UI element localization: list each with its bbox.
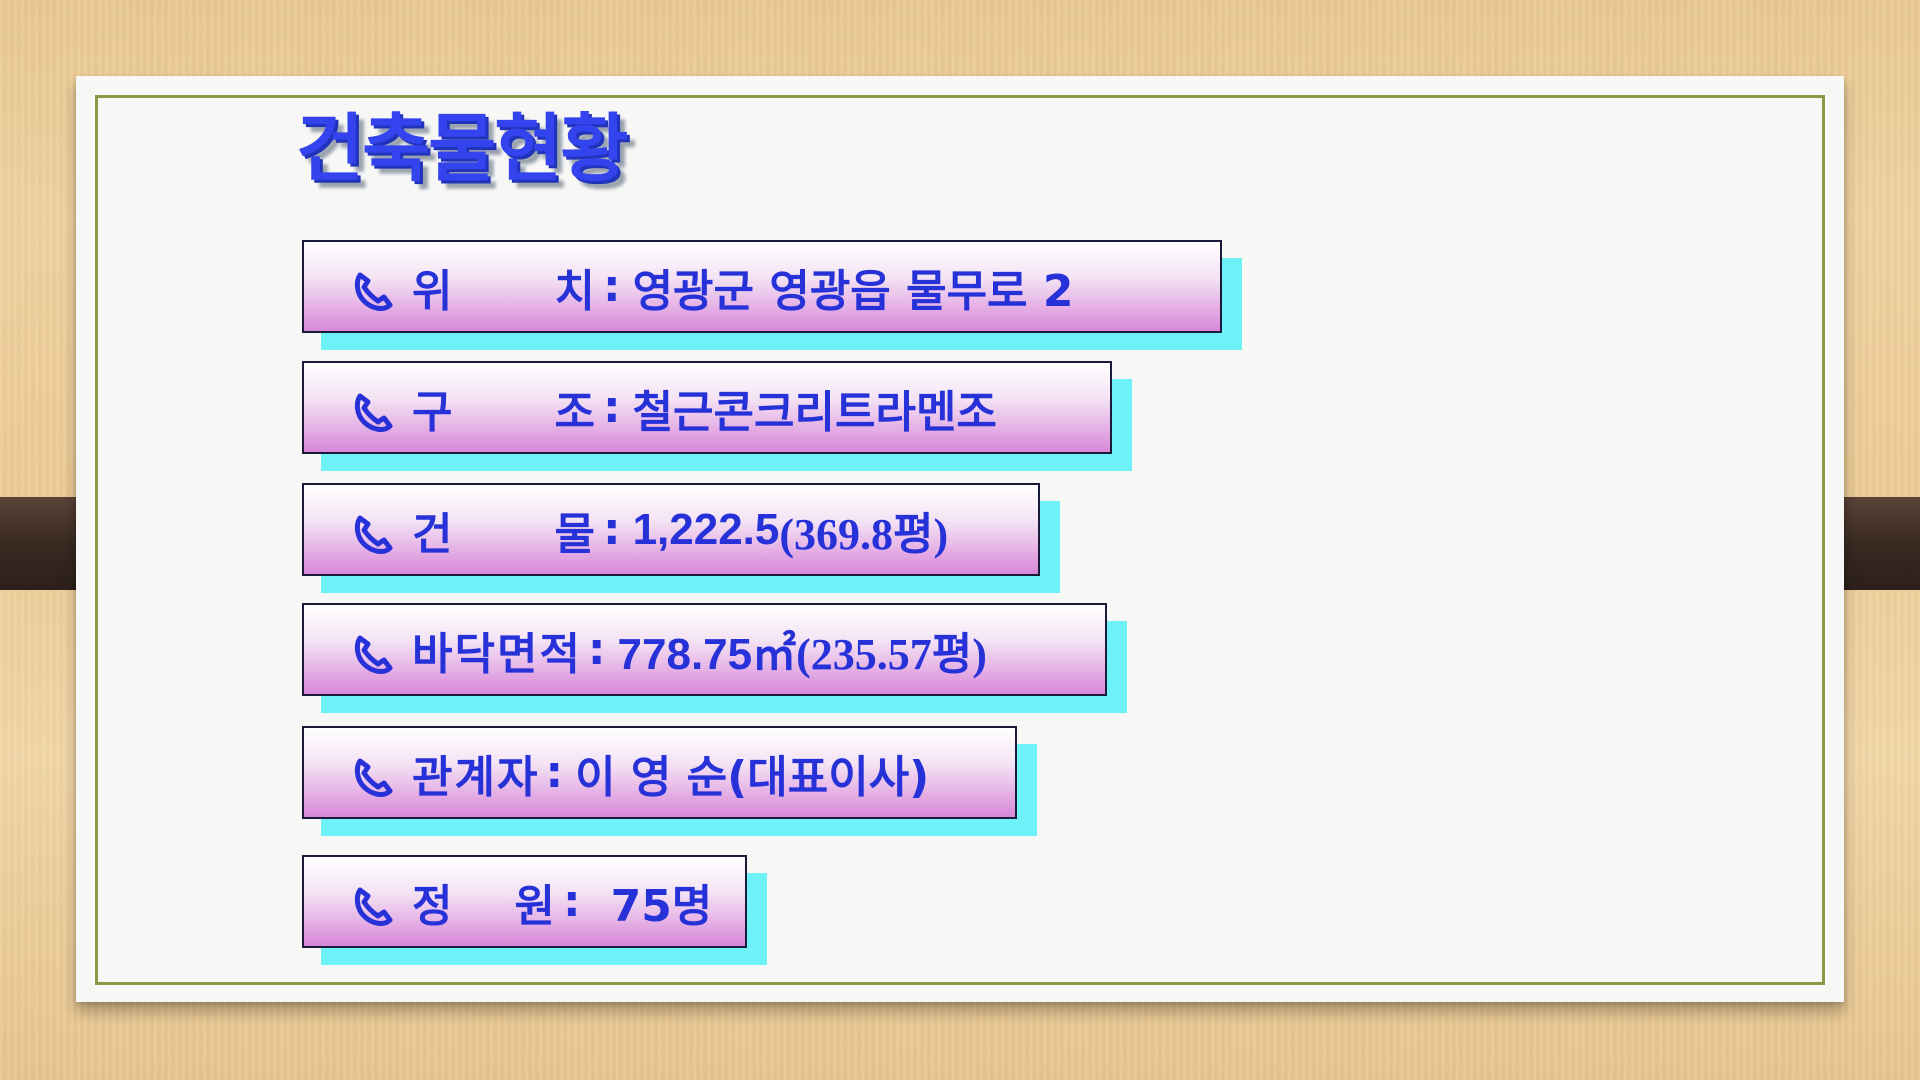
row-label-second: 원 xyxy=(514,880,557,932)
row-box xyxy=(302,855,747,948)
row-label-second: 조 xyxy=(554,386,597,438)
row-label-first: 구 xyxy=(412,386,455,438)
phone-icon xyxy=(354,515,393,554)
row-value-paren: (369.8평) xyxy=(779,509,949,559)
phone-icon xyxy=(354,758,393,797)
phone-icon xyxy=(354,272,393,311)
row-label-first: 위 xyxy=(412,265,455,317)
row-content: 구 조 : 철근콘크리트라멘조 xyxy=(350,361,997,454)
row-box xyxy=(302,240,1222,333)
row-content: 위 치 : 영광군 영광읍 물무로 2 xyxy=(350,240,1073,333)
phone-icon xyxy=(354,635,393,674)
row-content: 관계자 : 이 영 순(대표이사) xyxy=(350,726,929,819)
slide-title: 건축물현황 xyxy=(296,106,628,192)
row-value-main: 1,222.5 xyxy=(632,504,780,554)
row-separator: : xyxy=(602,382,621,433)
info-row-location: 위 치 : 영광군 영광읍 물무로 2 xyxy=(302,240,1242,350)
row-label: 관계자 xyxy=(412,751,540,803)
phone-icon xyxy=(354,887,393,926)
inner-frame xyxy=(95,95,1825,985)
row-separator: : xyxy=(545,747,564,798)
row-separator: : xyxy=(587,624,606,675)
row-box xyxy=(302,726,1017,819)
row-box xyxy=(302,361,1112,454)
row-label-first: 정 xyxy=(412,880,455,932)
row-value: 철근콘크리트라멘조 xyxy=(632,386,997,438)
row-separator: : xyxy=(602,504,621,555)
info-row-floor-area: 바닥면적 : 778.75㎡ (235.57평) xyxy=(302,603,1127,713)
row-label: 바닥면적 xyxy=(412,628,582,680)
row-label-second: 물 xyxy=(554,508,597,560)
row-separator: : xyxy=(562,876,581,927)
row-label-second: 치 xyxy=(554,265,597,317)
row-content: 바닥면적 : 778.75㎡ (235.57평) xyxy=(350,603,987,696)
row-value: 영광군 영광읍 물무로 2 xyxy=(632,265,1074,317)
info-row-contact: 관계자 : 이 영 순(대표이사) xyxy=(302,726,1037,836)
row-value-paren: (235.57평) xyxy=(796,629,987,679)
row-content: 건 물 : 1,222.5 (369.8평) xyxy=(350,483,948,576)
row-value: 이 영 순(대표이사) xyxy=(575,751,930,803)
row-content: 정 원 : 75명 xyxy=(350,855,712,948)
row-box xyxy=(302,603,1107,696)
info-row-structure: 구 조 : 철근콘크리트라멘조 xyxy=(302,361,1132,471)
row-label-first: 건 xyxy=(412,508,455,560)
row-separator: : xyxy=(602,261,621,312)
info-row-building: 건 물 : 1,222.5 (369.8평) xyxy=(302,483,1060,593)
phone-icon xyxy=(354,393,393,432)
row-box xyxy=(302,483,1040,576)
row-value: 75명 xyxy=(610,880,713,932)
info-row-capacity: 정 원 : 75명 xyxy=(302,855,767,965)
row-value-main: 778.75㎡ xyxy=(617,629,797,679)
